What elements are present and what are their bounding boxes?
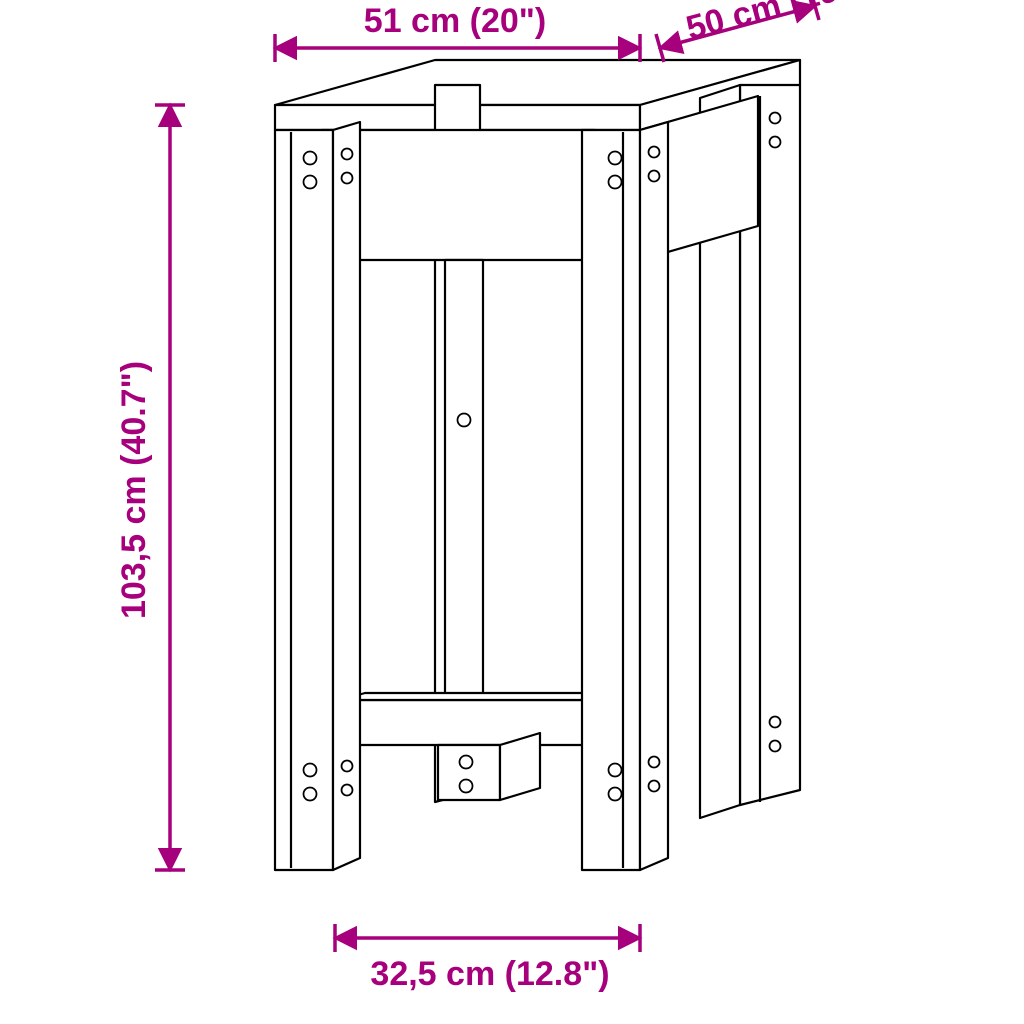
table-drawing [275,60,800,870]
dim-footrest: 32,5 cm (12.8") [335,924,640,993]
dim-height-label: 103,5 cm (40.7") [115,361,153,619]
dim-depth: 50 cm (19.7") [656,0,896,62]
dim-width: 51 cm (20") [275,2,640,62]
dimension-diagram: 103,5 cm (40.7") 51 cm (20") 50 cm (19.7… [0,0,1024,1024]
center-stile [445,260,483,705]
dim-height: 103,5 cm (40.7") [115,105,185,870]
leg-front-left [275,122,360,870]
dim-depth-label: 50 cm (19.7") [682,0,895,48]
dim-width-label: 51 cm (20") [364,2,546,40]
dim-footrest-label: 32,5 cm (12.8") [370,955,609,993]
apron-front [322,130,595,260]
